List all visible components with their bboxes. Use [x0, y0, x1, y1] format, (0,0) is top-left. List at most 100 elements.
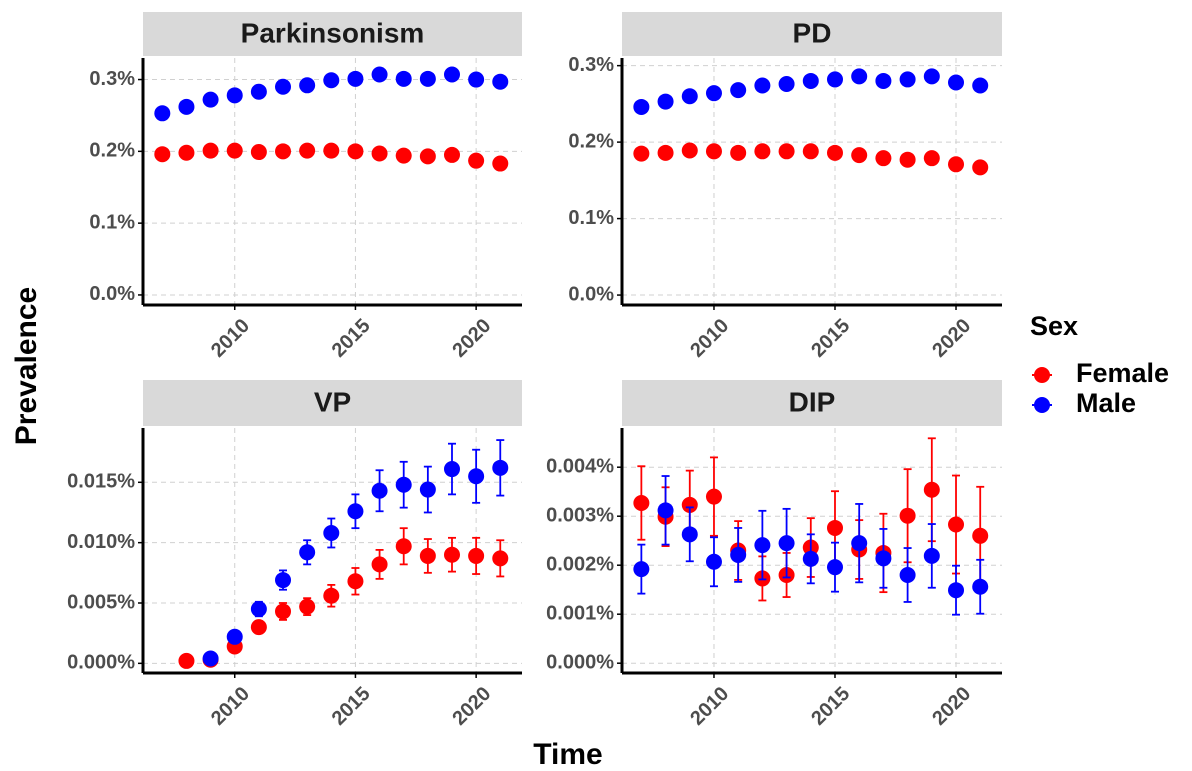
point — [657, 144, 674, 161]
strip-background — [622, 380, 1002, 426]
point — [851, 147, 868, 164]
y-tick-label: 0.1% — [89, 211, 135, 233]
point — [754, 77, 771, 94]
point — [371, 145, 388, 162]
point — [371, 556, 388, 573]
point — [972, 77, 989, 94]
point — [419, 70, 436, 87]
point — [299, 598, 316, 615]
point — [778, 76, 795, 92]
point — [275, 603, 292, 620]
y-tick-label: 0.001% — [546, 602, 614, 624]
point — [851, 68, 868, 85]
point — [948, 582, 965, 599]
x-tick-label: 2015 — [807, 315, 854, 362]
point — [802, 143, 819, 160]
point — [492, 155, 509, 172]
point — [250, 83, 267, 100]
point — [972, 159, 989, 176]
point — [371, 482, 388, 499]
point — [778, 535, 795, 552]
x-tick-label: 2020 — [928, 683, 975, 730]
point — [923, 481, 940, 498]
point — [395, 538, 412, 555]
point — [826, 71, 843, 88]
point — [443, 461, 460, 478]
point — [299, 77, 316, 94]
point — [899, 71, 916, 88]
point — [226, 142, 243, 159]
point — [633, 494, 650, 511]
point — [250, 601, 267, 618]
x-tick-label: 2015 — [328, 315, 375, 362]
y-tick-label: 0.1% — [568, 207, 614, 229]
point — [899, 507, 916, 524]
point — [826, 559, 843, 576]
point — [657, 93, 674, 110]
y-tick-label: 0.000% — [546, 651, 614, 673]
point — [657, 502, 674, 519]
legend-title: Sex — [1030, 311, 1078, 341]
point — [948, 156, 965, 173]
y-tick-label: 0.0% — [568, 283, 614, 305]
x-axis-title: Time — [533, 738, 602, 771]
panel-title: VP — [314, 386, 351, 417]
point — [899, 567, 916, 583]
point — [419, 481, 436, 498]
point — [705, 143, 722, 160]
point — [923, 547, 940, 564]
point — [681, 88, 698, 105]
y-tick-label: 0.3% — [89, 68, 135, 90]
panel-title: Parkinsonism — [241, 17, 425, 48]
point — [347, 503, 364, 520]
point — [778, 143, 795, 160]
point — [826, 519, 843, 536]
point — [875, 72, 892, 89]
y-tick-label: 0.2% — [89, 140, 135, 162]
point — [371, 66, 388, 83]
point — [923, 68, 940, 85]
point — [226, 628, 243, 645]
point — [347, 70, 364, 87]
point — [826, 144, 843, 161]
point — [730, 546, 747, 563]
point — [492, 73, 509, 90]
point — [347, 573, 364, 590]
point — [923, 150, 940, 167]
point — [899, 151, 916, 168]
point — [972, 527, 989, 544]
point — [395, 70, 412, 87]
y-tick-label: 0.002% — [546, 553, 614, 575]
point — [681, 142, 698, 159]
point — [323, 142, 340, 159]
y-tick-label: 0.000% — [67, 652, 135, 674]
point — [202, 650, 219, 667]
point — [299, 544, 316, 561]
strip-background — [143, 12, 522, 56]
point — [443, 146, 460, 163]
point — [275, 143, 292, 160]
point — [323, 525, 340, 541]
point — [250, 619, 267, 636]
y-tick-label: 0.003% — [546, 504, 614, 526]
point — [972, 578, 989, 595]
point — [802, 72, 819, 89]
point — [323, 72, 340, 89]
x-tick-label: 2020 — [448, 683, 495, 730]
legend-key — [1034, 367, 1050, 383]
point — [250, 144, 267, 161]
point — [419, 547, 436, 564]
point — [705, 85, 722, 102]
y-tick-label: 0.2% — [568, 130, 614, 152]
x-tick-label: 2010 — [686, 683, 733, 730]
point — [875, 150, 892, 167]
point — [395, 476, 412, 493]
panel-title: PD — [793, 17, 832, 48]
x-tick-label: 2015 — [328, 683, 375, 730]
x-tick-label: 2010 — [686, 315, 733, 362]
point — [633, 145, 650, 162]
point — [492, 550, 509, 567]
point — [948, 516, 965, 533]
point — [178, 144, 195, 161]
